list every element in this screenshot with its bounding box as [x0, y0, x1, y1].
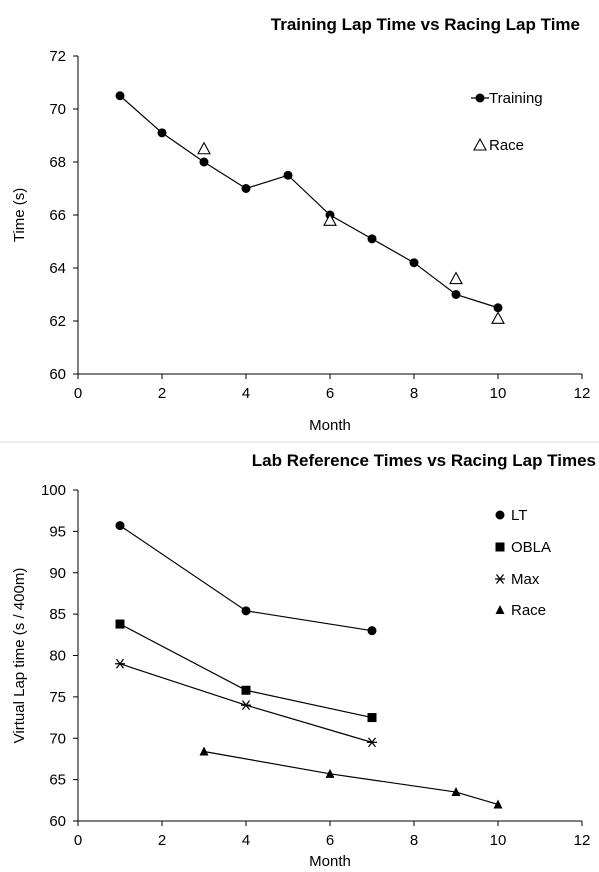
x-tick-label: 2 [158, 385, 166, 402]
legend-label-training: Training [489, 90, 543, 107]
chart-title: Lab Reference Times vs Racing Lap Times [252, 451, 596, 470]
legend-label-race: Race [489, 137, 524, 154]
legend-marker-race [473, 137, 487, 151]
legend-entry-obla: OBLA [495, 539, 551, 556]
series-line-race [203, 750, 499, 806]
y-tick-label: 72 [49, 48, 66, 65]
x-tick-label: 0 [74, 832, 82, 849]
x-tick-label: 10 [490, 832, 507, 849]
data-point-obla [115, 619, 125, 629]
data-point-training [115, 91, 125, 101]
data-point-race [451, 787, 461, 797]
training-vs-racing-chart: Training Lap Time vs Racing Lap Time6062… [11, 15, 590, 434]
data-point-race [491, 311, 505, 324]
y-tick-label: 64 [49, 260, 66, 277]
series-max [115, 658, 377, 748]
y-tick-label: 66 [49, 207, 66, 224]
legend-marker-lt [495, 510, 505, 520]
legend-label-max: Max [511, 571, 540, 588]
data-point-training [493, 303, 503, 313]
data-point-training [283, 170, 293, 180]
data-point-training [451, 290, 461, 299]
x-tick-label: 2 [158, 832, 166, 849]
data-point-training [157, 128, 167, 138]
series-line-obla [119, 623, 373, 719]
data-point-race [493, 799, 503, 809]
data-point-lt [115, 521, 125, 531]
x-tick-label: 8 [410, 832, 418, 849]
y-tick-label: 62 [49, 313, 66, 330]
y-axis-label: Virtual Lap time (s / 400m) [11, 568, 28, 744]
data-point-training [409, 258, 419, 268]
x-tick-label: 4 [242, 385, 250, 402]
series-race [199, 746, 503, 809]
y-tick-label: 68 [49, 154, 66, 171]
y-tick-label: 95 [49, 523, 66, 540]
data-point-race [323, 213, 337, 226]
data-point-race [325, 768, 335, 778]
data-point-training [199, 157, 209, 167]
legend-marker-training [475, 93, 485, 103]
series-race [197, 141, 505, 324]
y-tick-label: 100 [41, 482, 66, 499]
data-point-obla [241, 685, 251, 695]
data-point-training [241, 184, 251, 193]
x-tick-label: 10 [490, 385, 507, 402]
y-tick-label: 75 [49, 689, 66, 706]
y-tick-label: 60 [49, 813, 66, 830]
data-point-lt [241, 606, 251, 616]
data-point-max [115, 658, 125, 669]
data-point-race [199, 746, 209, 756]
legend-label-race: Race [511, 602, 546, 619]
y-tick-label: 65 [49, 772, 66, 789]
x-tick-label: 0 [74, 385, 82, 402]
y-axis-label: Time (s) [11, 188, 28, 242]
x-tick-label: 4 [242, 832, 250, 849]
x-axis-label: Month [309, 853, 351, 870]
x-tick-label: 12 [574, 832, 591, 849]
data-point-max [241, 700, 251, 711]
legend-entry-max: Max [495, 571, 540, 588]
y-tick-label: 90 [49, 565, 66, 582]
data-point-training [367, 234, 377, 244]
data-point-max [367, 737, 377, 748]
legend-label-lt: LT [511, 507, 527, 524]
legend-marker-max [495, 574, 505, 584]
series-obla [115, 619, 377, 723]
x-tick-label: 6 [326, 832, 334, 849]
y-tick-label: 70 [49, 101, 66, 118]
data-point-race [449, 271, 463, 285]
data-point-race [197, 141, 211, 155]
legend-entry-lt: LT [495, 507, 527, 524]
x-tick-label: 6 [326, 385, 334, 402]
legend-marker-obla [495, 542, 505, 552]
legend-label-obla: OBLA [511, 539, 551, 556]
x-axis-label: Month [309, 417, 351, 434]
x-tick-label: 12 [574, 385, 591, 402]
y-tick-label: 70 [49, 730, 66, 747]
y-tick-label: 60 [49, 366, 66, 383]
series-lt [115, 521, 377, 636]
legend-entry-training: Training [471, 90, 543, 107]
chart-title: Training Lap Time vs Racing Lap Time [271, 15, 580, 34]
series-training [115, 91, 503, 313]
y-tick-label: 80 [49, 648, 66, 665]
x-tick-label: 8 [410, 385, 418, 402]
legend-entry-race: Race [473, 137, 524, 154]
series-line-max [119, 663, 373, 743]
data-point-obla [367, 713, 377, 723]
lab-reference-vs-racing-chart: Lab Reference Times vs Racing Lap Times 6… [11, 451, 596, 870]
data-point-lt [367, 626, 377, 636]
legend-entry-race: Race [495, 602, 546, 619]
series-line-training [119, 95, 499, 309]
legend-marker-race [495, 605, 505, 614]
y-tick-label: 85 [49, 606, 66, 623]
